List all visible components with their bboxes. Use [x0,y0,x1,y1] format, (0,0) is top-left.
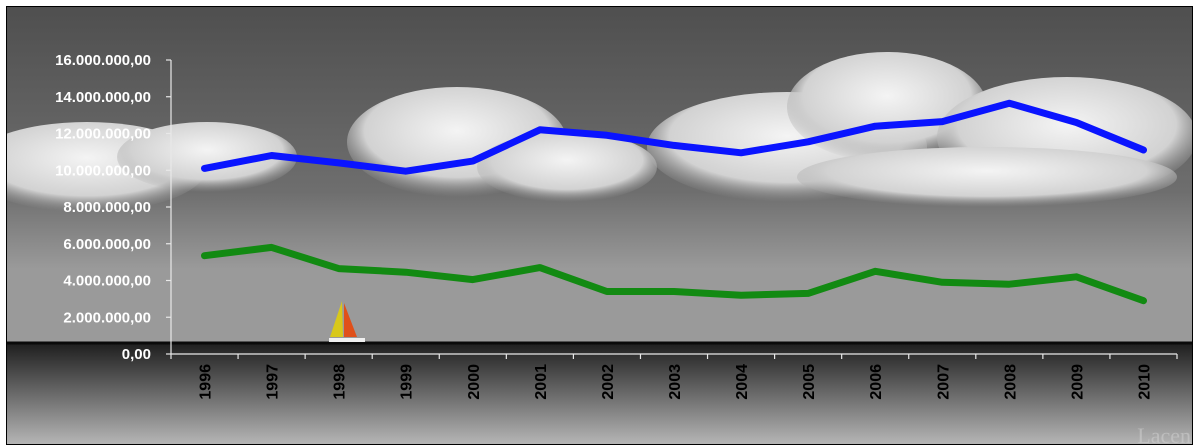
y-axis-tick-label: 0,00 [122,346,151,363]
y-axis-tick-label: 12.000.000,00 [55,126,151,143]
axes [166,59,1178,359]
y-axis-tick-label: 14.000.000,00 [55,89,151,106]
sailboat-icon [329,301,365,342]
y-axis-tick-label: 4.000.000,00 [63,273,151,290]
sea [7,343,1192,444]
y-axis-tick-label: 8.000.000,00 [63,199,151,216]
y-axis-tick-labels: 0,00 2.000.000,00 4.000.000,00 6.000.000,00… [55,52,151,363]
x-axis-tick-label: 2002 [600,364,617,400]
x-axis-tick-label: 2008 [1002,364,1019,400]
x-axis-tick-label: 2004 [734,364,751,400]
x-axis-tick-label: 1997 [265,364,282,400]
x-axis-tick-labels: 1996 1997 1998 1999 2000 2001 2002 2003 2004 2005… [198,364,1154,400]
x-axis-tick-label: 2007 [935,364,952,400]
y-axis-tick-label: 16.000.000,00 [55,52,151,69]
x-axis-tick-label: 2003 [667,364,684,400]
x-axis-tick-label: 2000 [466,364,483,400]
chart-frame: Lacen 0,00 2.000.000,00 4.000.000,00 6.000.… [6,6,1193,445]
y-axis-tick-label: 2.000.000,00 [63,309,151,326]
y-axis-tick-label: 10.000.000,00 [55,162,151,179]
x-axis-tick-label: 2001 [533,364,550,400]
x-axis-tick-label: 1996 [198,364,215,400]
watermark-text: Lacen [1137,423,1191,445]
x-axis-tick-label: 2009 [1069,364,1086,400]
x-axis-tick-label: 1999 [399,364,416,400]
y-axis-tick-label: 6.000.000,00 [63,236,151,253]
series-lines [201,99,1147,305]
x-axis-tick-label: 2010 [1136,364,1153,400]
x-axis-tick-label: 2005 [801,364,818,400]
x-axis-tick-label: 1998 [332,364,349,400]
x-axis-tick-label: 2006 [868,364,885,400]
line-chart: Lacen 0,00 2.000.000,00 4.000.000,00 6.000.… [7,7,1192,445]
